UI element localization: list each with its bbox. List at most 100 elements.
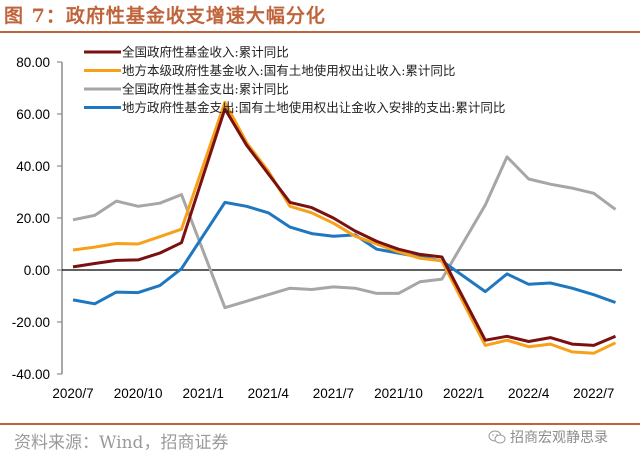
data-point <box>180 228 183 231</box>
data-point <box>375 292 378 295</box>
data-point <box>614 208 617 211</box>
data-point <box>549 343 552 346</box>
data-point <box>115 291 118 294</box>
data-point <box>267 172 270 175</box>
data-point <box>332 285 335 288</box>
data-point <box>592 352 595 355</box>
data-point <box>310 211 313 214</box>
data-point <box>527 178 530 181</box>
x-tick-label: 2021/1 <box>183 386 224 401</box>
data-point <box>549 183 552 186</box>
data-point <box>245 300 248 303</box>
data-point <box>245 205 248 208</box>
data-point <box>527 340 530 343</box>
data-point <box>484 339 487 342</box>
data-point <box>592 192 595 195</box>
data-point <box>571 350 574 353</box>
data-point <box>571 343 574 346</box>
data-point <box>375 240 378 243</box>
chart-axes: 80.0060.0040.0020.000.00-20.00-40.002020… <box>12 55 622 401</box>
data-point <box>310 232 313 235</box>
data-point <box>289 287 292 290</box>
y-tick-label: 60.00 <box>16 107 50 122</box>
footer-divider <box>0 423 640 425</box>
x-tick-label: 2022/4 <box>508 386 550 401</box>
data-point <box>397 248 400 251</box>
data-point <box>180 193 183 196</box>
data-point <box>419 280 422 283</box>
series-line-4 <box>72 200 617 306</box>
data-point <box>310 288 313 291</box>
y-tick-label: -40.00 <box>12 367 50 382</box>
data-point <box>137 291 140 294</box>
data-point <box>223 201 226 204</box>
data-point <box>72 298 75 301</box>
data-point <box>614 335 617 338</box>
legend-label: 全国政府性基金收入:累计同比 <box>122 45 289 60</box>
data-point <box>223 306 226 309</box>
data-point <box>506 335 509 338</box>
x-tick-label: 2021/10 <box>374 386 423 401</box>
watermark-text: 招商宏观静思录 <box>510 430 608 446</box>
data-point <box>158 252 161 255</box>
data-point <box>245 144 248 147</box>
data-point <box>72 249 75 252</box>
data-point <box>354 235 357 238</box>
y-tick-label: 40.00 <box>16 159 50 174</box>
data-point <box>137 258 140 261</box>
data-point <box>484 344 487 347</box>
data-point <box>506 155 509 158</box>
data-point <box>354 287 357 290</box>
data-point <box>549 336 552 339</box>
data-point <box>158 202 161 205</box>
chart-legend: 全国政府性基金收入:累计同比地方本级政府性基金收入:国有土地使用权出让收入:累计… <box>84 45 505 115</box>
data-point <box>158 284 161 287</box>
legend-label: 地方政府性基金支出:国有土地使用权出让金收入安排的支出:累计同比 <box>122 100 505 115</box>
data-point <box>397 292 400 295</box>
data-point <box>592 293 595 296</box>
data-point <box>440 278 443 281</box>
wechat-icon <box>488 430 506 444</box>
data-point <box>527 345 530 348</box>
data-point <box>332 222 335 225</box>
watermark: 招商宏观静思录 <box>488 427 608 447</box>
data-point <box>419 253 422 256</box>
data-point <box>93 262 96 265</box>
data-point <box>289 201 292 204</box>
data-point <box>375 248 378 251</box>
data-point <box>158 235 161 238</box>
data-point <box>289 205 292 208</box>
data-point <box>614 341 617 344</box>
x-tick-label: 2021/7 <box>313 386 354 401</box>
data-point <box>571 287 574 290</box>
data-point <box>484 204 487 207</box>
data-point <box>506 339 509 342</box>
data-point <box>332 235 335 238</box>
data-point <box>115 200 118 203</box>
data-point <box>614 301 617 304</box>
data-point <box>527 283 530 286</box>
data-point <box>180 267 183 270</box>
y-tick-label: 0.00 <box>24 263 50 278</box>
data-point <box>484 290 487 293</box>
legend-label: 全国政府性基金支出:累计同比 <box>122 82 289 97</box>
data-point <box>592 344 595 347</box>
data-point <box>72 265 75 268</box>
y-tick-label: 80.00 <box>16 55 50 70</box>
data-point <box>289 226 292 229</box>
series-layer <box>72 100 617 355</box>
source-note: 资料来源：Wind，招商证券 <box>14 433 229 453</box>
data-point <box>93 302 96 305</box>
data-point <box>115 242 118 245</box>
data-point <box>137 243 140 246</box>
legend-label: 地方本级政府性基金收入:国有土地使用权出让收入:累计同比 <box>122 63 455 78</box>
x-tick-label: 2022/7 <box>573 386 614 401</box>
data-point <box>267 293 270 296</box>
data-point <box>115 259 118 262</box>
series-line-1 <box>72 107 617 347</box>
data-point <box>419 257 422 260</box>
x-tick-label: 2020/7 <box>52 386 93 401</box>
y-tick-label: 20.00 <box>16 211 50 226</box>
data-point <box>506 272 509 275</box>
data-point <box>310 206 313 209</box>
